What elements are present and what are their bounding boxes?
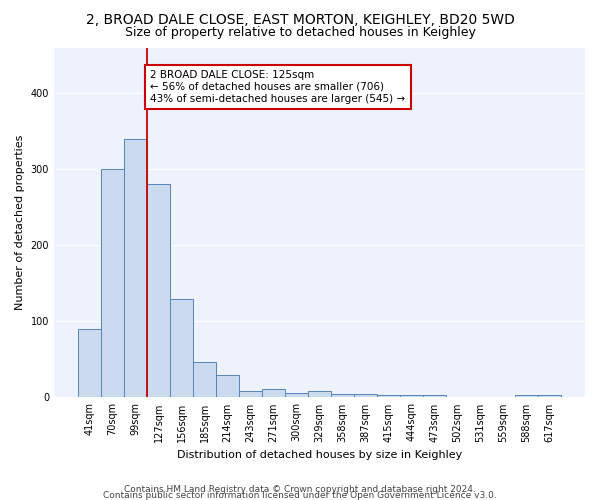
Bar bbox=[147, 184, 170, 398]
Bar bbox=[78, 329, 101, 398]
Text: 2 BROAD DALE CLOSE: 125sqm
← 56% of detached houses are smaller (706)
43% of sem: 2 BROAD DALE CLOSE: 125sqm ← 56% of deta… bbox=[151, 70, 406, 104]
Bar bbox=[400, 395, 423, 398]
X-axis label: Distribution of detached houses by size in Keighley: Distribution of detached houses by size … bbox=[177, 450, 462, 460]
Bar bbox=[469, 396, 492, 398]
Y-axis label: Number of detached properties: Number of detached properties bbox=[15, 135, 25, 310]
Bar bbox=[285, 393, 308, 398]
Bar bbox=[193, 362, 216, 398]
Bar bbox=[170, 298, 193, 398]
Bar bbox=[331, 394, 354, 398]
Bar bbox=[354, 394, 377, 398]
Bar bbox=[308, 392, 331, 398]
Bar bbox=[423, 395, 446, 398]
Bar bbox=[101, 169, 124, 398]
Bar bbox=[377, 395, 400, 398]
Text: Contains public sector information licensed under the Open Government Licence v3: Contains public sector information licen… bbox=[103, 491, 497, 500]
Bar bbox=[124, 139, 147, 398]
Bar bbox=[262, 389, 285, 398]
Bar bbox=[515, 395, 538, 398]
Bar bbox=[492, 396, 515, 398]
Bar bbox=[538, 395, 561, 398]
Text: Contains HM Land Registry data © Crown copyright and database right 2024.: Contains HM Land Registry data © Crown c… bbox=[124, 485, 476, 494]
Text: Size of property relative to detached houses in Keighley: Size of property relative to detached ho… bbox=[125, 26, 475, 39]
Bar bbox=[239, 392, 262, 398]
Bar bbox=[446, 396, 469, 398]
Text: 2, BROAD DALE CLOSE, EAST MORTON, KEIGHLEY, BD20 5WD: 2, BROAD DALE CLOSE, EAST MORTON, KEIGHL… bbox=[86, 12, 514, 26]
Bar bbox=[216, 374, 239, 398]
